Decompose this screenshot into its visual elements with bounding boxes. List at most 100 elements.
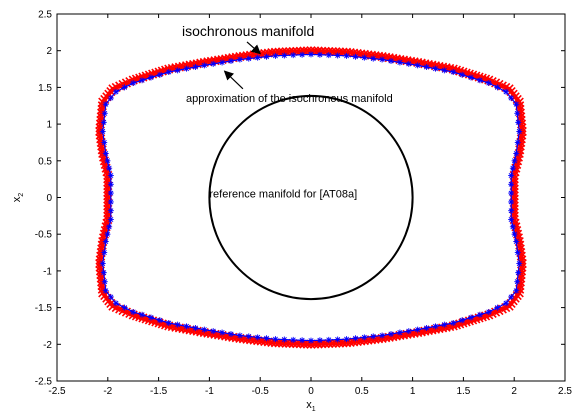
y-tick-label: 2.5 [38, 10, 52, 21]
approximation-point [183, 65, 190, 72]
approximation-point [370, 333, 377, 340]
approximation-point [508, 190, 515, 197]
approximation-point [459, 71, 466, 78]
approximation-point [370, 55, 377, 62]
x-tick-label: 1 [410, 386, 416, 397]
approximation-point [299, 337, 306, 344]
approximation-point [503, 300, 510, 307]
isochronous-point [306, 46, 316, 56]
x-tick-label: 1.5 [456, 386, 470, 397]
approximation-point [308, 337, 314, 344]
approximation-point [272, 52, 279, 59]
approximation-point [379, 56, 386, 63]
approximation-point [513, 238, 520, 245]
approximation-point [183, 323, 190, 330]
approximation-point [441, 321, 448, 328]
x-axis-label: x1 [306, 399, 316, 413]
approximation-point [515, 269, 522, 276]
approximation-point [516, 260, 523, 267]
approximation-point [423, 324, 430, 331]
approximation-point [361, 54, 368, 61]
approximation-point [210, 328, 217, 335]
approximation-point [104, 157, 111, 164]
isochronous-point [306, 339, 316, 349]
approximation-point [174, 67, 181, 74]
approximation-point [476, 311, 483, 318]
approximation-point [405, 60, 412, 67]
approximation-point [100, 269, 107, 276]
approximation-point [107, 95, 114, 102]
approximation-point [508, 207, 515, 214]
approximation-point [106, 165, 113, 172]
x-tick-label: -0.5 [252, 386, 270, 397]
approximation-point [106, 223, 113, 230]
x-tick-label: 0 [308, 386, 314, 397]
annotation-iso: isochronous manifold [182, 23, 314, 39]
approximation-point [101, 139, 108, 146]
isochronous-point [341, 338, 352, 348]
isochronous-point [270, 47, 281, 57]
y-tick-label: -0.5 [35, 230, 53, 241]
approximation-point [514, 278, 521, 285]
approximation-point [414, 62, 421, 69]
y-tick-label: -2 [43, 340, 52, 351]
approximation-point [508, 181, 515, 188]
approximation-point [107, 198, 114, 205]
approximation-point [441, 67, 448, 74]
approximation-point [388, 57, 395, 64]
isochronous-point [324, 339, 334, 349]
approximation-point [450, 68, 457, 75]
approximation-point [423, 64, 430, 71]
approximation-point [147, 74, 154, 81]
approximation-point [290, 52, 297, 59]
approximation-point [99, 128, 106, 135]
approximation-point [299, 51, 306, 58]
approximation-point [102, 238, 109, 245]
approximation-point [165, 68, 172, 75]
isochronous-point [324, 46, 334, 56]
approximation-point [334, 336, 341, 343]
approximation-point [130, 79, 137, 86]
approximation-point [503, 88, 510, 95]
approximation-point [468, 314, 475, 321]
approximation-point [513, 150, 520, 157]
approximation-point [508, 95, 515, 102]
approximation-point [281, 336, 288, 343]
approximation-point [494, 304, 501, 311]
x-tick-label: -1.5 [150, 386, 168, 397]
y-tick-label: 2 [46, 46, 52, 57]
approximation-point [263, 335, 270, 342]
approximation-point [514, 249, 521, 256]
approximation-point [509, 165, 516, 172]
approximation-point [245, 333, 252, 340]
approximation-point [508, 172, 515, 179]
approximation-point [432, 323, 439, 330]
annotation-arrow-approx [223, 70, 244, 90]
approximation-point [102, 150, 109, 157]
approximation-point [101, 110, 108, 117]
approximation-point [245, 55, 252, 62]
x-tick-label: -2 [103, 386, 112, 397]
approximation-point [107, 190, 114, 197]
isochronous-point [288, 46, 298, 56]
approximation-markers [99, 51, 523, 344]
approximation-point [254, 54, 261, 61]
approximation-point [112, 300, 119, 307]
approximation-point [515, 119, 522, 126]
approximation-point [290, 336, 297, 343]
approximation-point [343, 336, 350, 343]
approximation-point [201, 326, 208, 333]
approximation-point [388, 331, 395, 338]
approximation-point [516, 128, 523, 135]
approximation-point [281, 52, 288, 59]
approximation-point [102, 101, 109, 108]
approximation-point [156, 71, 163, 78]
approximation-point [361, 334, 368, 341]
approximation-point [254, 334, 261, 341]
approximation-point [511, 231, 518, 238]
approximation-point [102, 287, 109, 294]
approximation-point [139, 311, 146, 318]
x-tick-label: 2 [511, 386, 517, 397]
y-tick-label: 0.5 [38, 156, 52, 167]
